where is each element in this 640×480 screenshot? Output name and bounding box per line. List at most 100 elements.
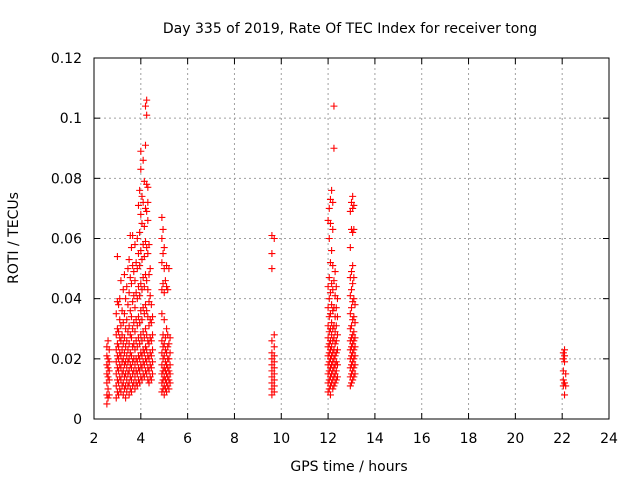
data-point [348, 304, 355, 312]
data-point [122, 295, 130, 303]
data-point [561, 379, 569, 387]
data-point [105, 376, 113, 384]
data-point [119, 319, 127, 327]
data-point [349, 192, 357, 200]
data-point [333, 361, 341, 369]
data-point [163, 325, 171, 333]
data-point [348, 268, 355, 276]
data-point [333, 295, 341, 303]
data-point [351, 370, 359, 378]
data-point [350, 355, 358, 363]
data-point [104, 355, 112, 363]
data-point [324, 304, 332, 312]
data-point [329, 286, 337, 294]
data-point [104, 385, 112, 393]
data-point [144, 198, 152, 206]
y-tick-label: 0.08 [51, 171, 82, 187]
x-tick-label: 20 [506, 431, 524, 447]
data-point [139, 156, 147, 164]
data-point [120, 310, 128, 318]
data-point [131, 304, 139, 312]
x-tick-label: 24 [600, 431, 618, 447]
data-point [144, 250, 152, 258]
data-point [115, 328, 123, 336]
data-point [142, 325, 149, 333]
data-point [349, 262, 357, 270]
data-point [350, 225, 358, 233]
data-point [126, 331, 134, 339]
data-point [158, 213, 166, 221]
data-point [129, 298, 137, 306]
data-point [160, 289, 168, 297]
x-tick-label: 4 [136, 431, 145, 447]
data-point [349, 376, 357, 384]
data-point [349, 280, 357, 288]
data-point [348, 379, 355, 387]
data-point [127, 280, 135, 288]
data-point [122, 394, 130, 402]
data-point [559, 349, 567, 357]
data-point [351, 319, 359, 327]
data-point [105, 367, 113, 375]
data-point [562, 370, 570, 378]
y-tick-label: 0.06 [51, 232, 82, 248]
data-point [136, 262, 144, 270]
data-point [134, 201, 142, 209]
data-point [331, 379, 339, 387]
axis-ticks [93, 57, 610, 420]
data-point [166, 334, 174, 342]
data-point [270, 388, 278, 396]
x-tick-label: 6 [183, 431, 192, 447]
data-point [329, 198, 337, 206]
data-point [143, 111, 151, 119]
data-point [142, 141, 149, 149]
data-point [137, 147, 145, 155]
data-point [348, 286, 355, 294]
data-point [330, 277, 338, 285]
data-point [561, 391, 569, 399]
data-point [160, 316, 168, 324]
data-point [142, 301, 149, 309]
data-point [165, 265, 173, 273]
data-point [325, 295, 333, 303]
data-point [346, 310, 354, 318]
data-point [346, 292, 354, 300]
data-point [147, 337, 155, 345]
data-point [142, 238, 149, 246]
data-point [329, 307, 337, 315]
data-point [166, 361, 174, 369]
data-point [270, 352, 278, 360]
data-point [330, 144, 338, 152]
data-points [103, 96, 570, 408]
data-point [127, 388, 135, 396]
data-point [125, 256, 133, 264]
data-point [144, 183, 152, 191]
data-point [142, 343, 149, 351]
data-point [350, 346, 358, 354]
data-point [332, 349, 340, 357]
data-point [126, 274, 134, 282]
data-point [104, 337, 112, 345]
data-point [129, 231, 137, 239]
data-point [348, 322, 355, 330]
data-point [146, 292, 154, 300]
data-point [140, 253, 148, 261]
x-tick-label: 16 [413, 431, 431, 447]
data-point [131, 277, 139, 285]
data-point [270, 331, 278, 339]
data-point [166, 349, 174, 357]
data-point [329, 225, 337, 233]
data-point [143, 96, 151, 104]
data-point [129, 262, 137, 270]
data-point [136, 228, 144, 236]
data-point [143, 180, 151, 188]
x-tick-label: 8 [230, 431, 239, 447]
data-point [127, 334, 135, 342]
data-point [330, 102, 338, 110]
data-point [113, 253, 121, 261]
data-point [149, 370, 157, 378]
data-point [351, 301, 359, 309]
data-point [350, 274, 358, 282]
data-point [130, 268, 138, 276]
data-point [562, 382, 570, 390]
